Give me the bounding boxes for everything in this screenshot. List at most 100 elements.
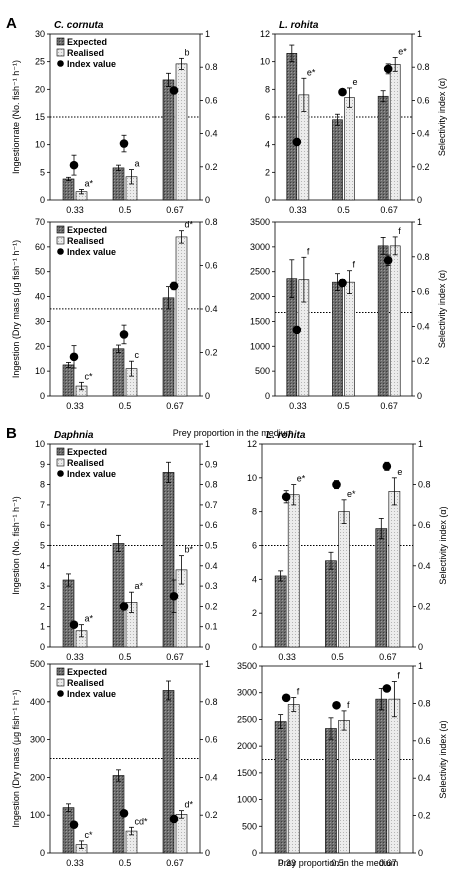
y-tick-label: 2 [40, 601, 45, 611]
y-tick-label: 4 [265, 140, 270, 150]
expected-bar [274, 721, 287, 854]
legend-label: Expected [67, 37, 107, 47]
y-tick-label: 500 [255, 366, 270, 376]
y-tick-label: 2500 [250, 267, 270, 277]
y2-tick-label: 0.4 [205, 561, 218, 571]
y-tick-label: 2 [252, 608, 257, 618]
y-tick-label: 10 [35, 366, 45, 376]
index-point [169, 814, 179, 824]
panel-title: C. cornuta [54, 20, 104, 31]
y2-tick-label: 0.6 [418, 520, 431, 530]
index-point [383, 255, 393, 265]
x-tick-label: 0.67 [379, 652, 397, 662]
y-tick-label: 5 [40, 167, 45, 177]
y2-tick-label: 0 [205, 848, 210, 858]
y2-tick-label: 0 [205, 195, 210, 205]
x-tick-label: 0.33 [66, 205, 84, 215]
realised-bar [338, 720, 350, 854]
chart-panel-1: 0 5 10 15 20 25 30 0 0.2 0.4 0.6 0.8 1 a* a b 0.33 0.5 0.6… [6, 15, 218, 215]
expected-bar [325, 728, 337, 854]
expected-bar [62, 364, 75, 397]
panel-title: Daphnia [54, 430, 94, 441]
y-tick-label: 6 [265, 112, 270, 122]
index-point [119, 602, 129, 611]
y-tick-label: 3500 [237, 661, 257, 671]
y2-tick-label: 0.8 [417, 252, 430, 262]
y-tick-label: 1500 [250, 316, 270, 326]
significance-label: f [353, 260, 356, 270]
y2-tick-label: 0.2 [417, 356, 430, 366]
index-point [292, 137, 302, 147]
significance-label: f [397, 670, 400, 680]
index-point [169, 281, 179, 291]
y2-axis-label: Selectivity index (α) [438, 720, 448, 798]
y-tick-label: 7 [40, 500, 45, 510]
expected-bar [162, 472, 175, 648]
legend-label: Index value [67, 689, 116, 699]
significance-label: a [135, 159, 140, 169]
panel-title: L. rohita [279, 20, 319, 31]
legend-swatch [56, 236, 65, 245]
y-tick-label: 10 [35, 140, 45, 150]
y-tick-label: 2 [265, 167, 270, 177]
x-tick-label: 0.33 [66, 401, 84, 411]
legend-swatch [56, 225, 65, 234]
y2-tick-label: 1 [205, 659, 210, 669]
significance-label: b [185, 47, 190, 57]
significance-label: b* [185, 545, 194, 555]
y2-tick-label: 0.6 [205, 735, 218, 745]
y2-tick-label: 0.4 [418, 773, 431, 783]
x-tick-label: 0.67 [166, 205, 184, 215]
expected-bar [162, 79, 175, 201]
y-tick-label: 9 [40, 459, 45, 469]
y2-tick-label: 0.4 [205, 772, 218, 782]
y2-axis-label: Selectivity index (α) [438, 506, 448, 584]
index-point [69, 352, 79, 362]
y-tick-label: 100 [30, 810, 45, 820]
x-tick-label: 0.67 [166, 858, 184, 868]
x-tick-label: 0.67 [380, 205, 398, 215]
y-tick-label: 30 [35, 29, 45, 39]
chart-panel-3: 0 10 20 30 40 50 60 70 0 0.2 0.4 0.6 0.8 c* c d* 0.33 0.5… [11, 217, 293, 438]
significance-label: d* [185, 220, 194, 230]
index-point [382, 684, 392, 693]
legend-label: Realised [67, 48, 104, 58]
y2-tick-label: 0.8 [418, 480, 431, 490]
realised-bar [287, 494, 300, 648]
expected-bar [62, 178, 75, 201]
y2-tick-label: 0.4 [418, 561, 431, 571]
significance-label: e [353, 77, 358, 87]
legend-label: Index value [67, 59, 116, 69]
y2-tick-label: 0 [418, 642, 423, 652]
legend-label: Realised [67, 678, 104, 688]
index-point [169, 591, 179, 601]
y2-tick-label: 1 [205, 29, 210, 39]
y-tick-label: 5 [40, 541, 45, 551]
y2-tick-label: 0.6 [205, 95, 218, 105]
x-tick-label: 0.67 [379, 858, 397, 868]
expected-bar [332, 119, 343, 201]
index-point [338, 87, 347, 97]
significance-label: c [135, 350, 140, 360]
y2-tick-label: 0.6 [205, 520, 218, 530]
panel-label: A [6, 15, 17, 32]
y-tick-label: 70 [35, 217, 45, 227]
y2-tick-label: 0.4 [417, 129, 430, 139]
y-tick-label: 0 [40, 642, 45, 652]
x-tick-label: 0.5 [119, 401, 132, 411]
index-point [69, 820, 79, 829]
y-tick-label: 0 [40, 391, 45, 401]
significance-label: e [397, 467, 402, 477]
y2-tick-label: 0.4 [417, 321, 430, 331]
significance-label: e* [297, 474, 306, 484]
expected-bar [112, 348, 125, 397]
y-tick-label: 1500 [237, 768, 257, 778]
significance-label: d* [185, 800, 194, 810]
legend-swatch [56, 48, 65, 57]
index-point [281, 693, 291, 703]
expected-bar [274, 575, 287, 648]
significance-label: c* [85, 830, 94, 840]
x-tick-label: 0.67 [166, 652, 184, 662]
y2-axis-label: Selectivity index (α) [437, 270, 447, 348]
chart-panel-7: 0 100 200 300 400 500 0 0.2 0.4 0.6 0.8 1 c* cd* d* 0.3… [11, 659, 218, 868]
